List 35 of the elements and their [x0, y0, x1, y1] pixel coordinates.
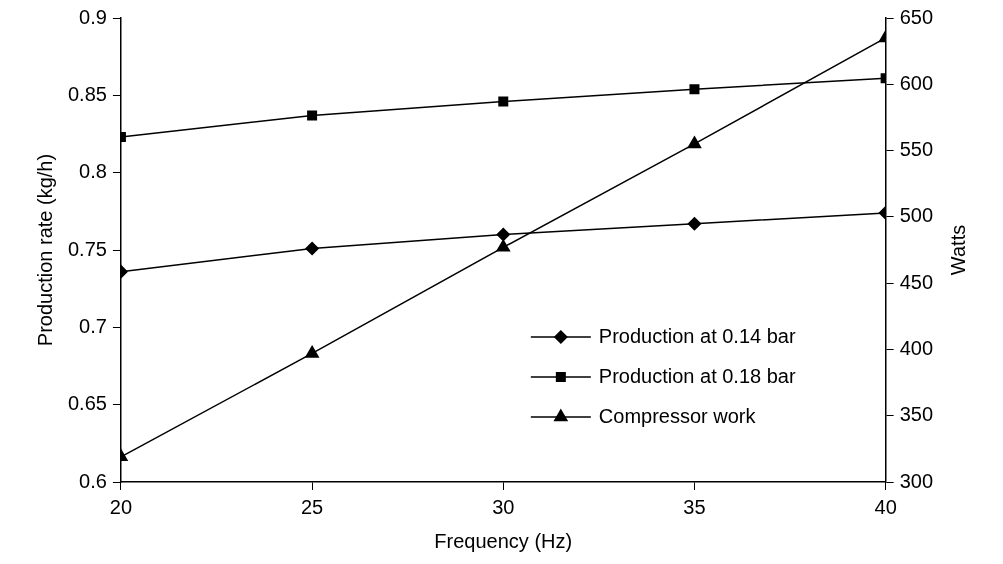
- point: [687, 216, 702, 231]
- y2-axis-title: Watts: [946, 224, 969, 276]
- y2-tick-label: 350: [899, 403, 934, 426]
- y-tick-label: 0.75: [67, 237, 107, 260]
- y-tick-label: 0.8: [79, 160, 107, 183]
- point: [496, 227, 511, 242]
- point: [305, 241, 319, 256]
- y2-tick-label: 400: [899, 336, 934, 359]
- point: [687, 136, 702, 149]
- point: [305, 345, 319, 358]
- y-tick-label: 0.7: [79, 314, 107, 337]
- x-tick-label: 40: [874, 495, 897, 518]
- point: [496, 239, 511, 252]
- y-tick-label: 0.9: [79, 5, 107, 28]
- point: [307, 110, 318, 121]
- x-tick-label: 20: [109, 495, 133, 518]
- y2-tick-label: 300: [899, 469, 934, 492]
- y-axis-title: Production rate (kg/h): [33, 153, 56, 347]
- x-tick-label: 30: [492, 495, 515, 518]
- point: [689, 84, 700, 95]
- x-tick-label: 25: [300, 495, 324, 518]
- point: [498, 96, 509, 107]
- y-tick-label: 0.85: [67, 82, 107, 105]
- y2-tick-label: 450: [899, 270, 934, 293]
- x-axis-title: Frequency (Hz): [434, 529, 573, 552]
- y2-tick-label: 600: [899, 71, 934, 94]
- legend-label: Production at 0.18 bar: [598, 364, 796, 387]
- y2-tick-label: 650: [899, 5, 934, 28]
- x-tick-label: 35: [683, 495, 706, 518]
- y-tick-label: 0.65: [67, 392, 107, 415]
- y2-tick-label: 500: [899, 204, 934, 227]
- legend-label: Compressor work: [598, 404, 757, 427]
- legend-label: Production at 0.14 bar: [598, 324, 796, 347]
- y-tick-label: 0.6: [79, 469, 107, 492]
- y2-tick-label: 550: [899, 138, 934, 161]
